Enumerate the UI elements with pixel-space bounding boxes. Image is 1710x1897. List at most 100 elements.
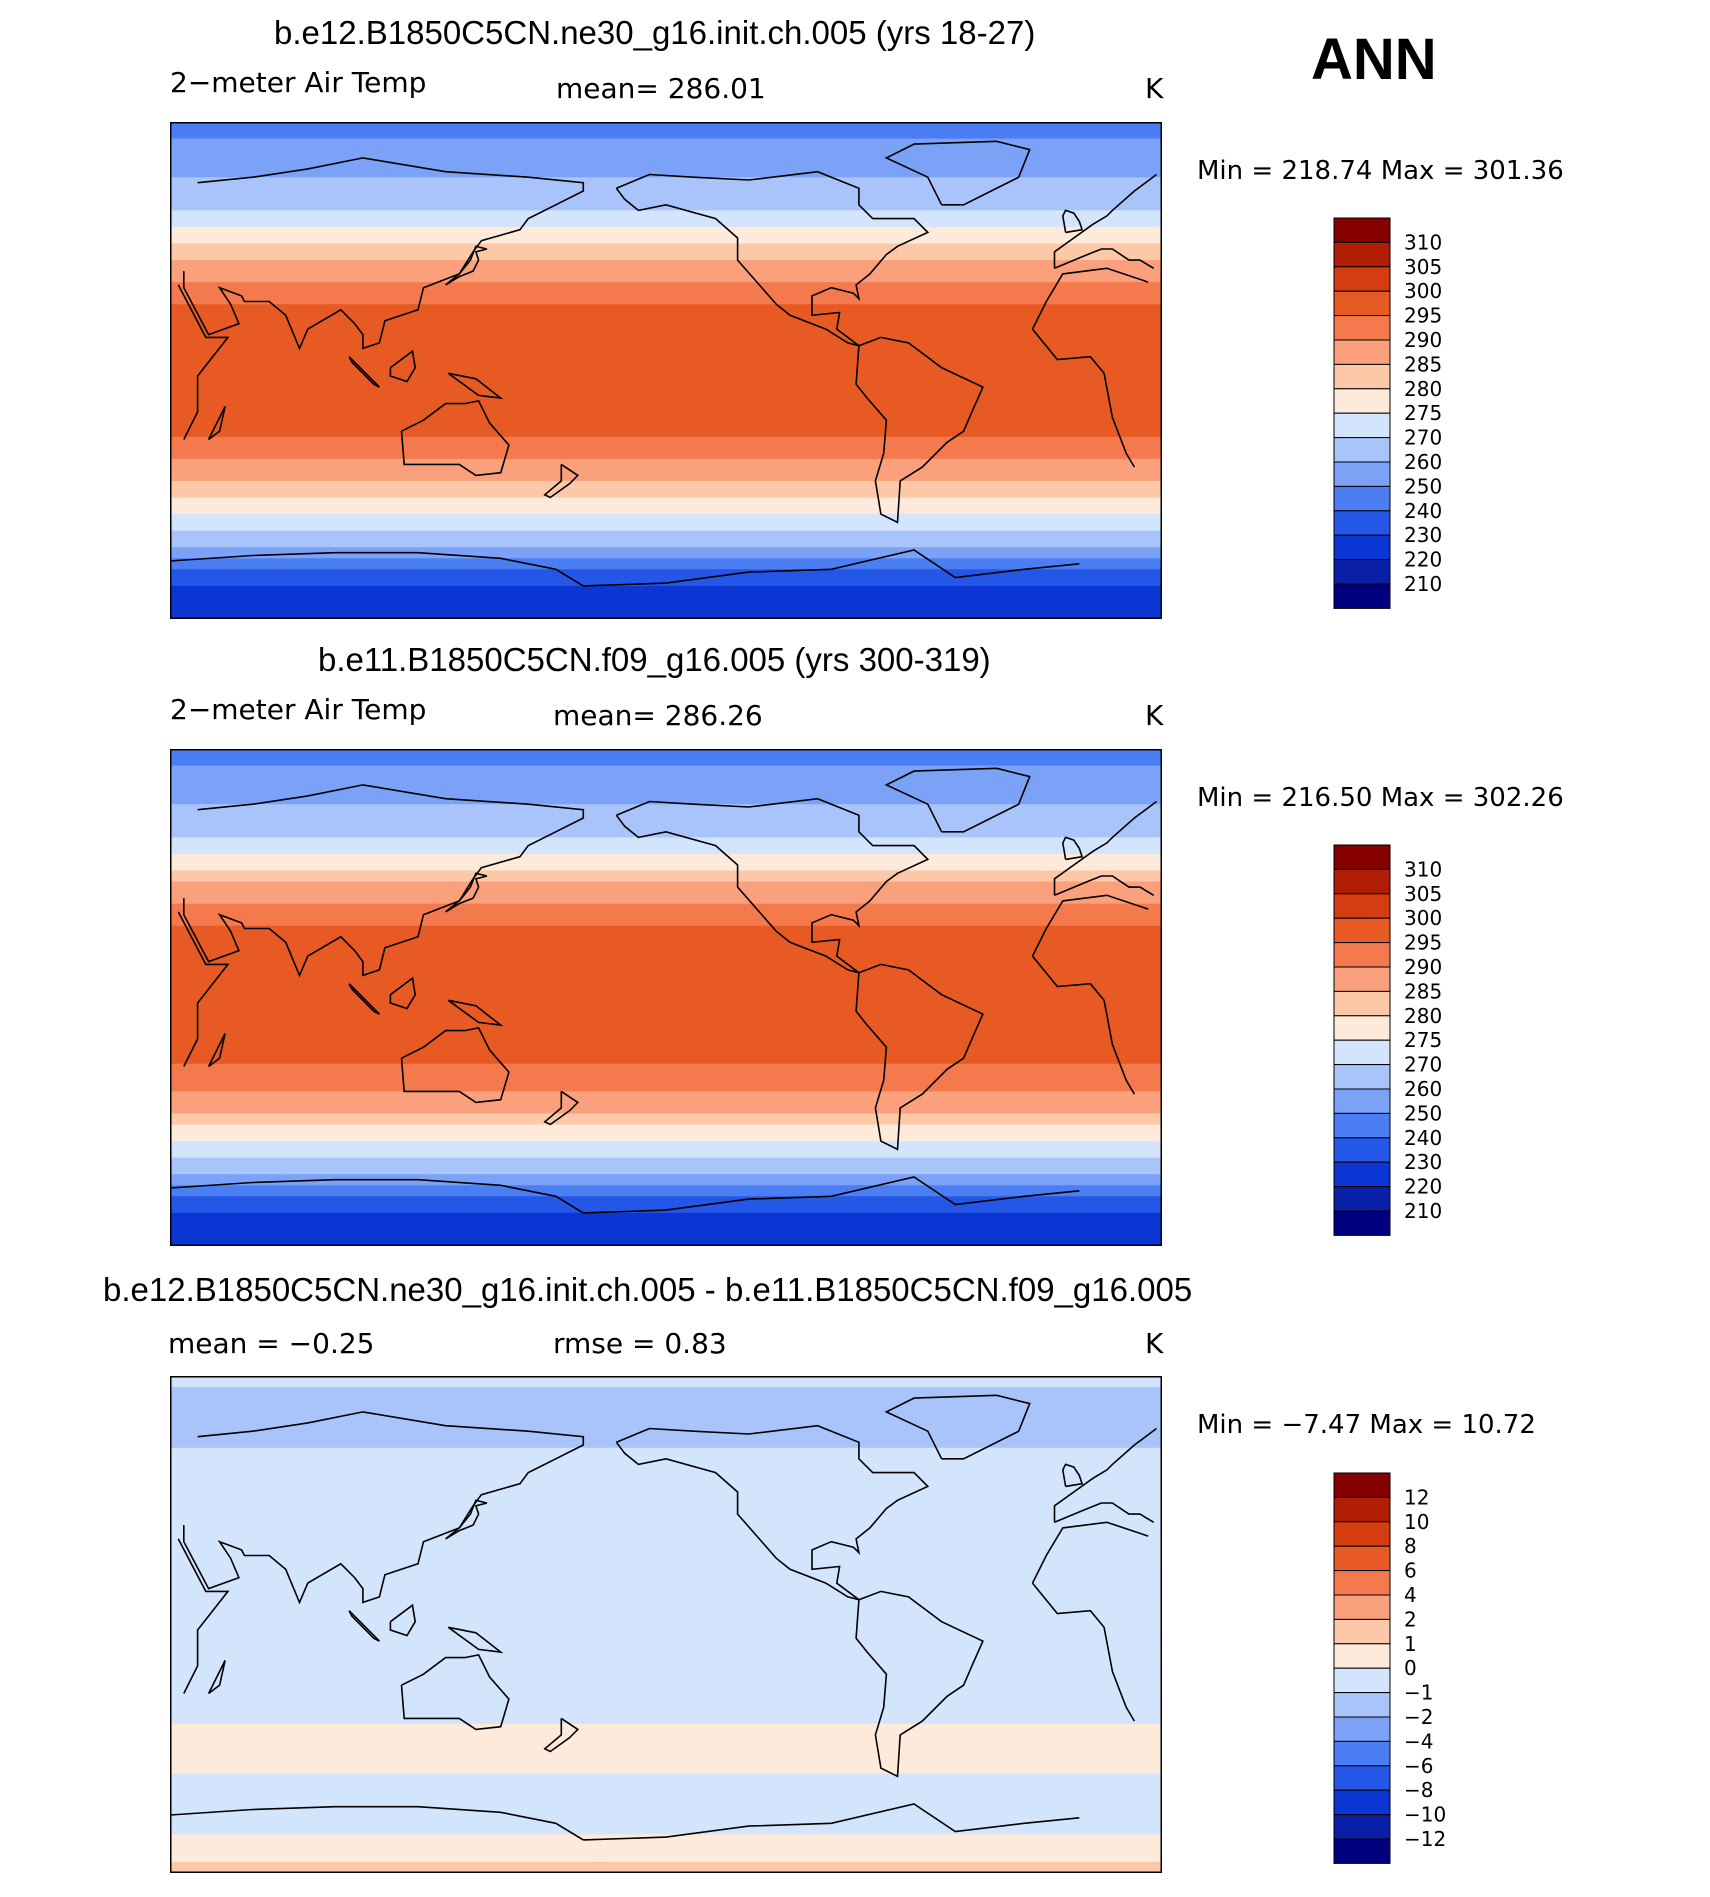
- coastline: [177, 267, 1149, 468]
- map-band: [170, 436, 1162, 443]
- map-frame: [170, 1376, 1162, 1873]
- colorbar-tick-label: 290: [1404, 328, 1442, 352]
- map-band: [170, 931, 1162, 938]
- colorbar-swatch: [1333, 966, 1391, 992]
- map-band: [170, 1801, 1162, 1808]
- colorbar-tick-label: 300: [1404, 906, 1442, 930]
- map-band: [170, 848, 1162, 855]
- colorbar-tick-label: −4: [1404, 1729, 1433, 1753]
- map-band: [170, 1773, 1162, 1780]
- map-band: [170, 953, 1162, 960]
- map-band: [170, 1685, 1162, 1692]
- colorbar-swatch: [1333, 1186, 1391, 1212]
- map-band: [170, 804, 1162, 811]
- panel-2-units: K: [1145, 699, 1164, 732]
- panel-3-rmse: rmse = 0.83: [553, 1327, 727, 1360]
- colorbar-swatch: [1333, 1210, 1391, 1236]
- colorbar-tick-label: 300: [1404, 279, 1442, 303]
- map-band: [170, 782, 1162, 789]
- map-frame: [170, 122, 1162, 619]
- map-band: [170, 1541, 1162, 1548]
- map-band: [170, 1163, 1162, 1170]
- colorbar-swatch: [1333, 1740, 1391, 1767]
- map-band: [170, 1823, 1162, 1830]
- map-band: [170, 975, 1162, 982]
- colorbar-swatch: [1333, 917, 1391, 944]
- panel-1-title: b.e12.B1850C5CN.ne30_g16.init.ch.005 (yr…: [274, 14, 1036, 51]
- map-band: [170, 1657, 1162, 1664]
- map-band: [170, 980, 1162, 988]
- map-band: [170, 986, 1162, 993]
- map-band: [170, 591, 1162, 598]
- colorbar-swatch: [1333, 1716, 1391, 1742]
- map-band: [170, 1052, 1162, 1059]
- map-band: [170, 1856, 1162, 1863]
- map-band: [170, 1618, 1162, 1626]
- colorbar-tick-label: 260: [1404, 1077, 1442, 1101]
- map-band: [170, 1679, 1162, 1686]
- coastline: [445, 872, 488, 913]
- colorbar-tick-label: 275: [1404, 1028, 1442, 1052]
- colorbar-swatch: [1333, 315, 1391, 341]
- colorbar-tick-label: 8: [1404, 1534, 1417, 1558]
- map-band: [170, 1480, 1162, 1488]
- panel-1-variable: 2−meter Air Temp: [170, 66, 427, 99]
- map-band: [170, 1729, 1162, 1736]
- map-band: [170, 969, 1162, 977]
- map-band: [170, 1420, 1162, 1427]
- map-band: [170, 342, 1162, 350]
- panel-2-variable: 2−meter Air Temp: [170, 693, 427, 726]
- map-band: [170, 776, 1162, 783]
- coastline: [183, 157, 1157, 351]
- coastline: [389, 1603, 417, 1637]
- map-band: [170, 1486, 1162, 1493]
- map-band: [170, 1398, 1162, 1405]
- colorbar-tick-label: 4: [1404, 1583, 1417, 1607]
- map-band: [170, 1135, 1162, 1142]
- coastline: [400, 1653, 510, 1731]
- map-band: [170, 541, 1162, 548]
- map-band: [170, 1630, 1162, 1637]
- map-band: [170, 1602, 1162, 1609]
- map-band: [170, 793, 1162, 800]
- panel-3-units: K: [1145, 1327, 1164, 1360]
- map-band: [170, 370, 1162, 377]
- map-band: [170, 1790, 1162, 1797]
- colorbar-swatch: [1333, 1015, 1391, 1041]
- panel-3-map: [170, 1376, 1162, 1873]
- panel-3-minmax: Min = −7.47 Max = 10.72: [1197, 1410, 1536, 1440]
- map-band: [170, 925, 1162, 932]
- map-band: [170, 414, 1162, 421]
- colorbar-tick-label: 10: [1404, 1510, 1429, 1534]
- map-band: [170, 226, 1162, 234]
- map-band: [170, 1861, 1162, 1869]
- map-band: [170, 1707, 1162, 1714]
- coastline: [183, 784, 1157, 978]
- coastline: [615, 170, 930, 347]
- map-band: [170, 881, 1162, 888]
- map-band: [170, 447, 1162, 454]
- map-band: [170, 1817, 1162, 1824]
- coastline: [207, 1660, 226, 1695]
- colorbar-tick-label: 2: [1404, 1607, 1417, 1631]
- map-band: [170, 1690, 1162, 1697]
- map-band: [170, 1381, 1162, 1388]
- map-band: [170, 1734, 1162, 1742]
- colorbar-tick-label: −6: [1404, 1754, 1433, 1778]
- map-band: [170, 442, 1162, 449]
- map-band: [170, 1696, 1162, 1703]
- map-band: [170, 1768, 1162, 1775]
- colorbar-swatch: [1333, 412, 1391, 439]
- map-band: [170, 1240, 1162, 1246]
- map-band: [170, 936, 1162, 943]
- coastline: [884, 1394, 1031, 1460]
- map-band: [170, 1646, 1162, 1653]
- colorbar-swatch: [1333, 217, 1391, 243]
- colorbar-swatch: [1333, 868, 1391, 895]
- map-band: [170, 1762, 1162, 1769]
- map-band: [170, 602, 1162, 609]
- map-band: [170, 1806, 1162, 1813]
- map-band: [170, 503, 1162, 510]
- colorbar-swatch: [1333, 1088, 1391, 1114]
- map-band: [170, 1058, 1162, 1065]
